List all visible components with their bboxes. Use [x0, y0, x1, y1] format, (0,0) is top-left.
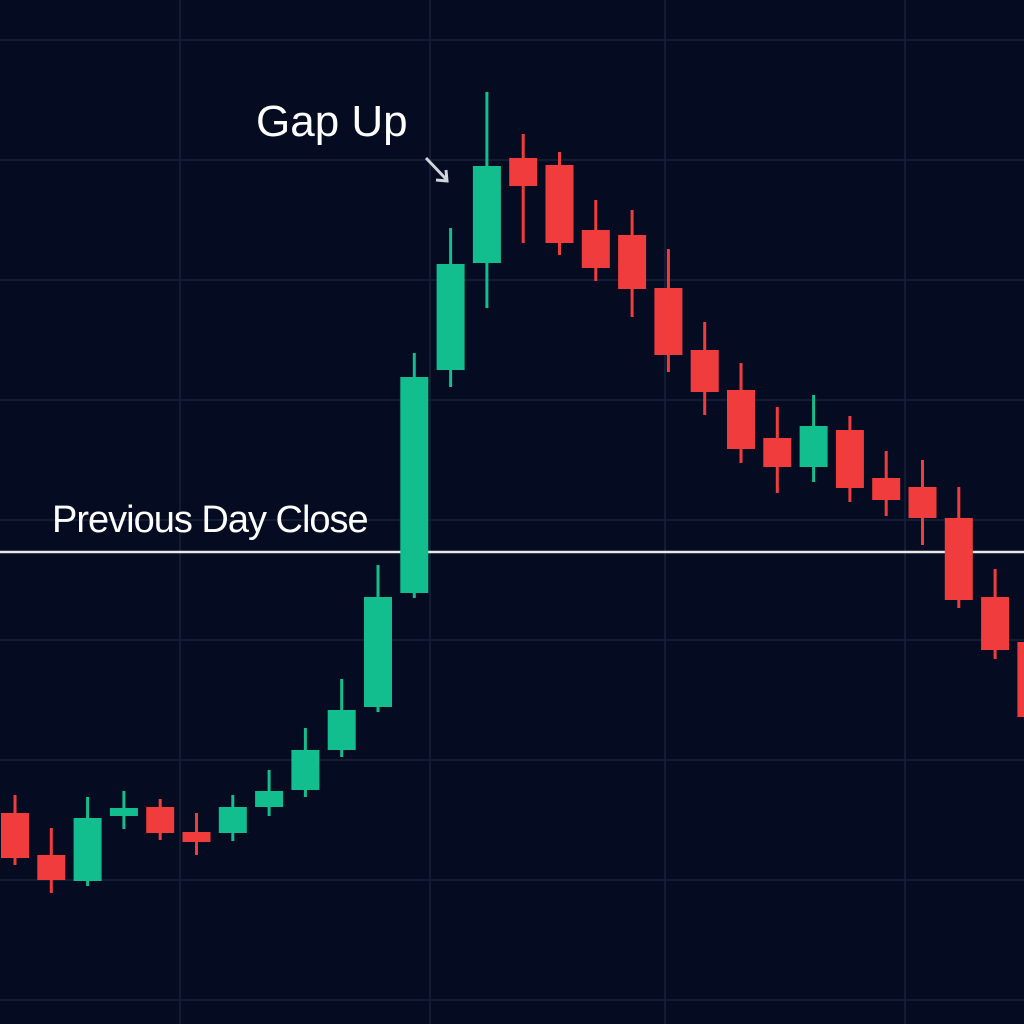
- candle-body: [799, 426, 828, 467]
- candle-body: [73, 818, 102, 881]
- annotation: Gap Up: [256, 97, 408, 146]
- candle-body: [944, 518, 973, 600]
- candle-body: [727, 390, 755, 449]
- candle-body: [872, 478, 901, 500]
- candle-body: [109, 808, 138, 816]
- candle-body: [654, 288, 683, 355]
- candle-body: [472, 166, 501, 263]
- candle-body: [1, 813, 29, 858]
- candle-body: [327, 710, 356, 750]
- candle-body: [218, 807, 247, 833]
- plot: [0, 92, 1024, 893]
- candle-body: [1017, 642, 1024, 717]
- candle-body: [908, 487, 937, 518]
- candle-body: [618, 235, 647, 289]
- candle-body: [436, 264, 465, 370]
- candle-body: [400, 377, 429, 593]
- candle-body: [509, 158, 538, 186]
- candle-body: [690, 350, 719, 392]
- candle-body: [37, 855, 66, 880]
- candle-body: [545, 165, 574, 243]
- candle-body: [146, 807, 175, 833]
- candle-body: [364, 597, 392, 707]
- candle-body: [763, 438, 792, 467]
- candle-body: [981, 597, 1010, 650]
- candle-body: [835, 430, 864, 488]
- annotation-arrow: [424, 156, 449, 183]
- candle-body: [291, 750, 320, 790]
- candle-body: [255, 791, 284, 807]
- reference-label: Previous Day Close: [52, 499, 368, 541]
- candle-body: [182, 832, 211, 842]
- candle-body: [581, 230, 610, 268]
